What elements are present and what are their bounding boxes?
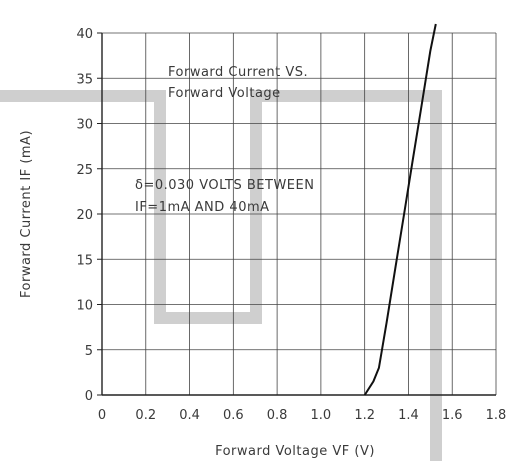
annotation-line-2: IF=1mA AND 40mA xyxy=(135,200,270,215)
x-tick-label: 1.4 xyxy=(398,408,419,423)
x-tick-label: 0.6 xyxy=(223,408,244,423)
watermark xyxy=(0,90,442,461)
x-tick-label: 0.2 xyxy=(135,408,156,423)
chart-title-line-1: Forward Current VS. xyxy=(168,65,308,80)
x-tick-label: 0.4 xyxy=(179,408,200,423)
y-tick-label: 20 xyxy=(76,208,93,223)
annotation-line-1: δ=0.030 VOLTS BETWEEN xyxy=(135,178,314,193)
y-tick-label: 35 xyxy=(76,72,93,87)
x-tick-label: 0.8 xyxy=(267,408,288,423)
y-tick-label: 30 xyxy=(76,118,93,133)
y-tick-label: 0 xyxy=(85,389,93,404)
chart-title-line-2: Forward Voltage xyxy=(168,86,281,101)
y-tick-label: 25 xyxy=(76,163,93,178)
y-tick-label: 10 xyxy=(76,299,93,314)
series xyxy=(363,23,437,396)
x-tick-label: 1.2 xyxy=(354,408,375,423)
axes xyxy=(97,32,496,396)
y-axis-title: Forward Current IF (mA) xyxy=(19,130,34,298)
y-tick-label: 5 xyxy=(85,344,93,359)
grid xyxy=(102,32,497,395)
x-tick-label: 0 xyxy=(98,408,106,423)
watermark-frame-left xyxy=(0,90,442,461)
x-axis-title: Forward Voltage VF (V) xyxy=(215,444,375,459)
x-tick-labels: 0 0.2 0.4 0.6 0.8 1.0 1.2 1.4 1.6 1.8 xyxy=(98,408,506,423)
x-tick-label: 1.6 xyxy=(442,408,463,423)
x-tick-label: 1.0 xyxy=(311,408,332,423)
series-line-1 xyxy=(363,23,437,396)
y-tick-labels: 0 5 10 15 20 25 30 35 40 xyxy=(76,27,93,404)
x-tick-label: 1.8 xyxy=(486,408,507,423)
y-tick-label: 40 xyxy=(76,27,93,42)
y-tick-label: 15 xyxy=(76,253,93,268)
